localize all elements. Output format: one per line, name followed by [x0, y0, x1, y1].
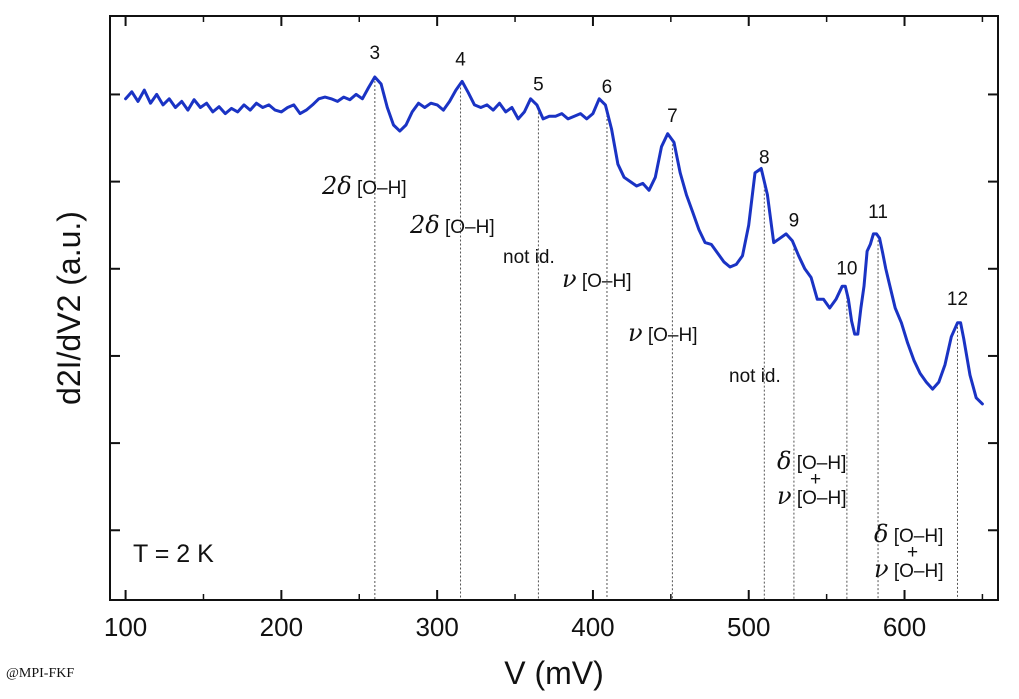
- peak-label-8: 8: [759, 148, 770, 169]
- peak-labels: 3 4 5 6 7 8 9 10 11 12: [370, 43, 969, 310]
- peak-label-3: 3: [370, 43, 381, 64]
- peak-label-5: 5: [533, 74, 544, 95]
- x-tick-label: 300: [415, 612, 458, 642]
- y-axis-title: d2I/dV2 (a.u.): [51, 211, 87, 405]
- annotation-peak-12-delta: δ [O–H]: [874, 520, 943, 548]
- annotation-peak-6: ν [O–H]: [562, 265, 632, 293]
- peak-label-4: 4: [455, 50, 466, 71]
- plot-frame: [109, 15, 999, 601]
- x-tick-labels: 100 200 300 400 500 600: [104, 612, 926, 642]
- annotation-peak-12-nu: ν [O–H]: [874, 555, 944, 583]
- x-axis-title: V (mV): [504, 655, 604, 691]
- peak-guide-lines: [374, 77, 958, 600]
- annotation-peak-3: 2δ [O–H]: [321, 172, 407, 200]
- spectrum-line: [124, 75, 984, 406]
- peak-label-7: 7: [667, 106, 678, 127]
- peak-label-11: 11: [868, 202, 888, 223]
- peak-label-6: 6: [602, 77, 613, 98]
- copyright-credit: @MPI-FKF: [6, 666, 75, 681]
- annotation-peak-10-nu: ν [O–H]: [777, 482, 847, 510]
- annotation-peak-10-delta: δ [O–H]: [777, 447, 846, 475]
- annotation-peak-4: 2δ [O–H]: [409, 211, 495, 239]
- x-tick-label: 100: [104, 612, 147, 642]
- annotation-peak-10-plus: +: [810, 469, 821, 490]
- annotation-peak-12-plus: +: [907, 542, 918, 563]
- peak-label-10: 10: [836, 259, 857, 280]
- annotation-peak-9: not id.: [729, 366, 781, 387]
- x-tick-label: 500: [727, 612, 770, 642]
- axis-ticks: [110, 16, 998, 600]
- x-tick-label: 400: [571, 612, 614, 642]
- annotation-peak-5: not id.: [503, 247, 555, 268]
- temperature-label: T = 2 K: [133, 540, 214, 568]
- peak-label-9: 9: [789, 211, 800, 232]
- peak-label-12: 12: [947, 289, 968, 310]
- x-tick-label: 200: [260, 612, 303, 642]
- annotation-peak-7: ν [O–H]: [628, 319, 698, 347]
- x-tick-label: 600: [883, 612, 926, 642]
